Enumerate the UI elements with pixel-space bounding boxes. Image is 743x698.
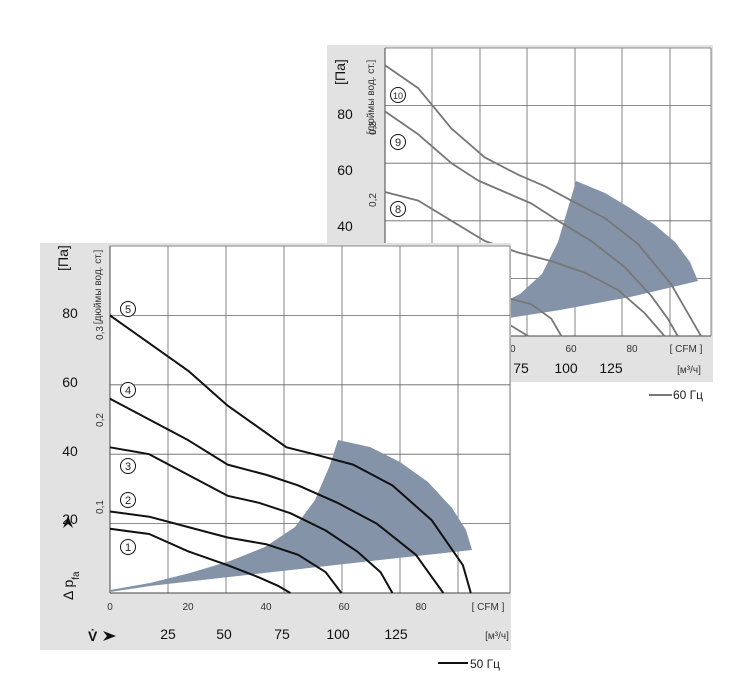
chart0-curve-5 — [109, 314, 472, 594]
chart0-y-tick-label: 40 — [62, 443, 78, 459]
chart0-x-unit-m3h: [м³/ч] — [485, 631, 509, 642]
chart0-operating-envelope — [110, 440, 472, 592]
chart0-curve-3 — [109, 446, 394, 594]
chart0-x-symbol: V̇ — [88, 628, 98, 644]
chart1-curve-10 — [384, 64, 702, 337]
chart0-curve-marker-3 — [120, 458, 136, 474]
chart0-x-tick-label-m3h: 25 — [160, 626, 176, 642]
chart0-curve-marker-4 — [120, 382, 136, 398]
chart0-curve-label-3: 3 — [125, 461, 131, 473]
chart0-x-tick-label-m3h: 75 — [274, 626, 290, 642]
chart0-y-tick-label: 80 — [62, 305, 78, 321]
chart1-curve-marker-9 — [390, 134, 406, 150]
chart0-curve-label-2: 2 — [125, 495, 131, 507]
chart0-y-symbol-main: Δ p — [60, 580, 76, 600]
chart1-x-unit-m3h: [м³/ч] — [677, 365, 701, 376]
chart0-curve-marker-2 — [120, 492, 136, 508]
chart1-curve-label-10: 10 — [393, 91, 403, 101]
chart0-curve-label-1: 1 — [125, 542, 131, 554]
chart0-x-tick-label-cfm: 40 — [260, 602, 272, 613]
chart1-curve-8 — [384, 191, 666, 337]
chart1-x-tick-label-cfm: 60 — [565, 344, 577, 355]
chart0-legend-label: 50 Гц — [470, 657, 500, 671]
chart1-legend-label: 60 Гц — [673, 388, 703, 402]
chart0-x-tick-label-m3h: 50 — [216, 626, 232, 642]
chart0-curve-marker-5 — [120, 301, 136, 317]
chart1-curve-marker-10 — [390, 87, 406, 103]
chart0-x-arrow-icon — [103, 631, 116, 641]
chart0-y2-tick-label: 0,2 — [95, 413, 106, 427]
chart1-operating-envelope — [385, 181, 698, 336]
chart1-y-unit: [Па] — [332, 59, 348, 85]
chart0-x-tick-label-m3h: 125 — [384, 626, 408, 642]
chart0-y-symbol: Δ pfa — [60, 571, 82, 600]
chart0-x-tick-label-cfm: 80 — [415, 602, 427, 613]
chart0-y-tick-label: 60 — [62, 374, 78, 390]
chart1-y-tick-label: 60 — [337, 162, 353, 178]
chart0-y2-tick-label: 0,3 — [95, 326, 106, 340]
chart0-curve-label-5: 5 — [125, 304, 131, 316]
chart0-curve-label-4: 4 — [125, 385, 131, 397]
chart0-x-tick-label-cfm: 20 — [182, 602, 194, 613]
chart1-x-tick-label-m3h: 75 — [513, 360, 529, 376]
chart1-x-tick-label-m3h: 125 — [599, 360, 623, 376]
chart0-y-arrow-icon — [63, 516, 73, 528]
chart0-x-tick-label-m3h: 100 — [326, 626, 350, 642]
chart1-x-unit-cfm: [ CFM ] — [670, 344, 703, 355]
chart1-y2-tick-label: 0,2 — [368, 193, 379, 207]
chart0-x-tick-label-cfm: 0 — [107, 602, 113, 613]
chart0-x-tick-label-cfm: 60 — [338, 602, 350, 613]
chart0-curve-2 — [109, 510, 343, 594]
chart1-curve-marker-8 — [390, 201, 406, 217]
chart0-curve-1 — [109, 527, 291, 594]
chart1-x-tick-label-cfm: 80 — [626, 344, 638, 355]
chart0-x-unit-cfm: [ CFM ] — [472, 602, 505, 613]
chart1-y-tick-label: 80 — [337, 106, 353, 122]
chart0-y-unit: [Па] — [55, 245, 71, 271]
chart1-curve-label-9: 9 — [395, 137, 401, 149]
chart0-y-symbol-sub: fa — [71, 571, 82, 580]
chart1-curve-label-8: 8 — [395, 204, 401, 216]
chart0-y2-tick-label: 0,1 — [95, 500, 106, 514]
chart0-y2-unit: [дюймы вод. ст.] — [93, 250, 104, 325]
chart1-y-tick-label: 40 — [337, 218, 353, 234]
chart0-curve-marker-1 — [120, 539, 136, 555]
chart0-curve-4 — [109, 397, 445, 594]
chart1-x-tick-label-m3h: 100 — [554, 360, 578, 376]
chart1-y2-unit: [дюймы вод. ст.] — [366, 60, 377, 135]
chart1-curve-9 — [384, 110, 679, 337]
chart1-y2-tick-label: 0,3 — [368, 121, 379, 135]
